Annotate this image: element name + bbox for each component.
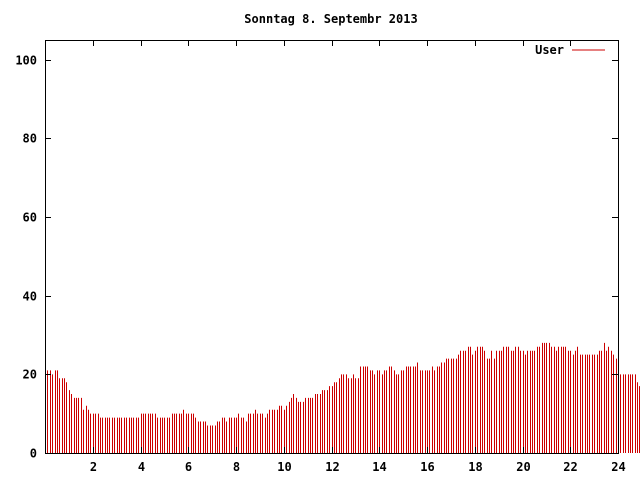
x-tick-label: 10 (277, 460, 291, 474)
y-tick-label: 40 (23, 290, 37, 304)
x-tick-label: 20 (516, 460, 530, 474)
bars-group (45, 342, 640, 453)
legend: User (535, 43, 605, 57)
x-tick-label: 4 (138, 460, 145, 474)
y-tick-label: 80 (23, 132, 37, 146)
x-tick-label: 2 (90, 460, 97, 474)
x-tick-label: 22 (563, 460, 577, 474)
x-tick-label: 12 (325, 460, 339, 474)
chart-title: Sonntag 8. Septembr 2013 (244, 12, 417, 26)
y-tick-label: 0 (30, 447, 37, 461)
x-tick-label: 6 (185, 460, 192, 474)
y-tick-label: 60 (23, 211, 37, 225)
x-tick-label: 8 (233, 460, 240, 474)
x-tick-label: 18 (468, 460, 482, 474)
x-tick-label: 16 (420, 460, 434, 474)
y-tick-label: 100 (15, 54, 37, 68)
x-tick-label: 14 (372, 460, 386, 474)
y-tick-label: 20 (23, 368, 37, 382)
legend-label-user: User (535, 43, 564, 57)
x-tick-label: 24 (611, 460, 625, 474)
